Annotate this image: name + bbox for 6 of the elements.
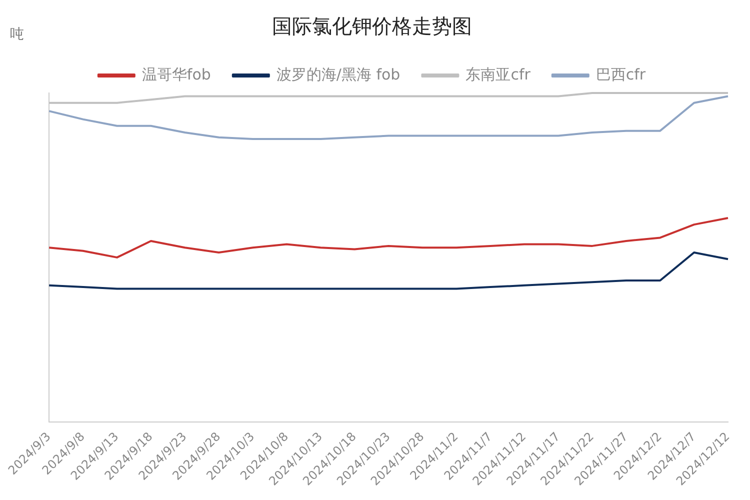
chart-title: 国际氯化钾价格走势图 <box>272 14 472 38</box>
legend-label: 巴西cfr <box>596 65 646 84</box>
legend-label: 波罗的海/黑海 fob <box>276 65 400 84</box>
legend-label: 东南亚cfr <box>466 65 532 84</box>
legend-label: 温哥华fob <box>142 65 211 84</box>
y-axis-title: 吨 <box>10 26 24 43</box>
